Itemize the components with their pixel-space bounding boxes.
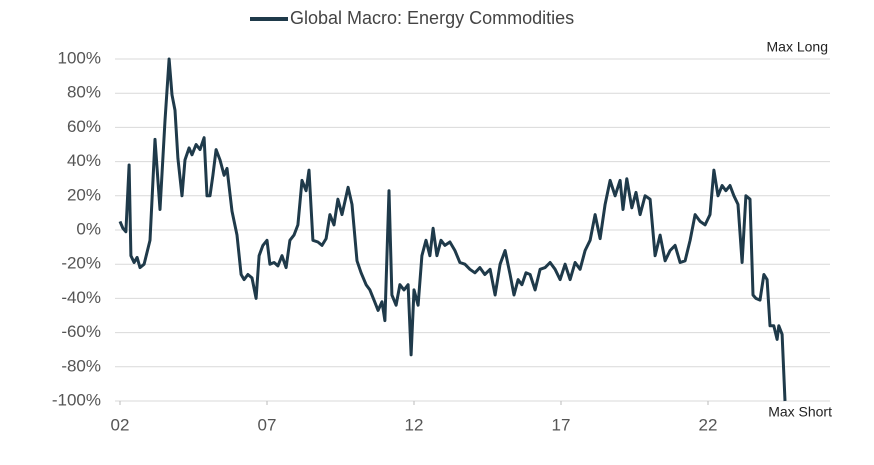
x-tick-label: 12	[405, 415, 424, 434]
y-tick-label: -40%	[61, 288, 101, 307]
legend-label: Global Macro: Energy Commodities	[290, 8, 574, 28]
y-tick-label: 20%	[67, 185, 101, 204]
y-tick-label: -20%	[61, 254, 101, 273]
y-tick-label: 60%	[67, 117, 101, 136]
series-line	[118, 57, 787, 402]
y-tick-label: 0%	[76, 219, 101, 238]
x-tick-label: 22	[699, 415, 718, 434]
annotation: Max Long	[767, 39, 828, 55]
y-tick-label: -100%	[52, 390, 101, 409]
x-tick-label: 07	[258, 415, 277, 434]
y-tick-label: 80%	[67, 83, 101, 102]
y-tick-label: -80%	[61, 356, 101, 375]
annotation: Max Short	[768, 404, 832, 420]
y-tick-label: 100%	[58, 48, 101, 67]
x-tick-label: 02	[111, 415, 130, 434]
y-tick-label: 40%	[67, 151, 101, 170]
x-tick-label: 17	[552, 415, 571, 434]
y-tick-label: -60%	[61, 322, 101, 341]
